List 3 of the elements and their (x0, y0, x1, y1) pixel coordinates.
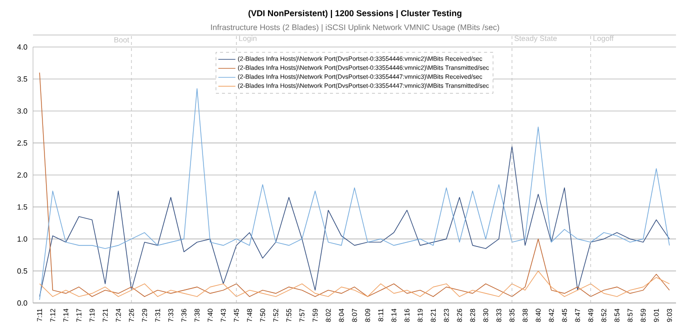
chart-subtitle: Infrastructure Hosts (2 Blades) | iSCSI Uplink Network VMNIC Usage (MBits /sec) (211, 24, 500, 32)
chart-title: (VDI NonPersistent) | 1200 Sessions | Cluster Testing (248, 10, 462, 18)
line-series (39, 270, 670, 297)
